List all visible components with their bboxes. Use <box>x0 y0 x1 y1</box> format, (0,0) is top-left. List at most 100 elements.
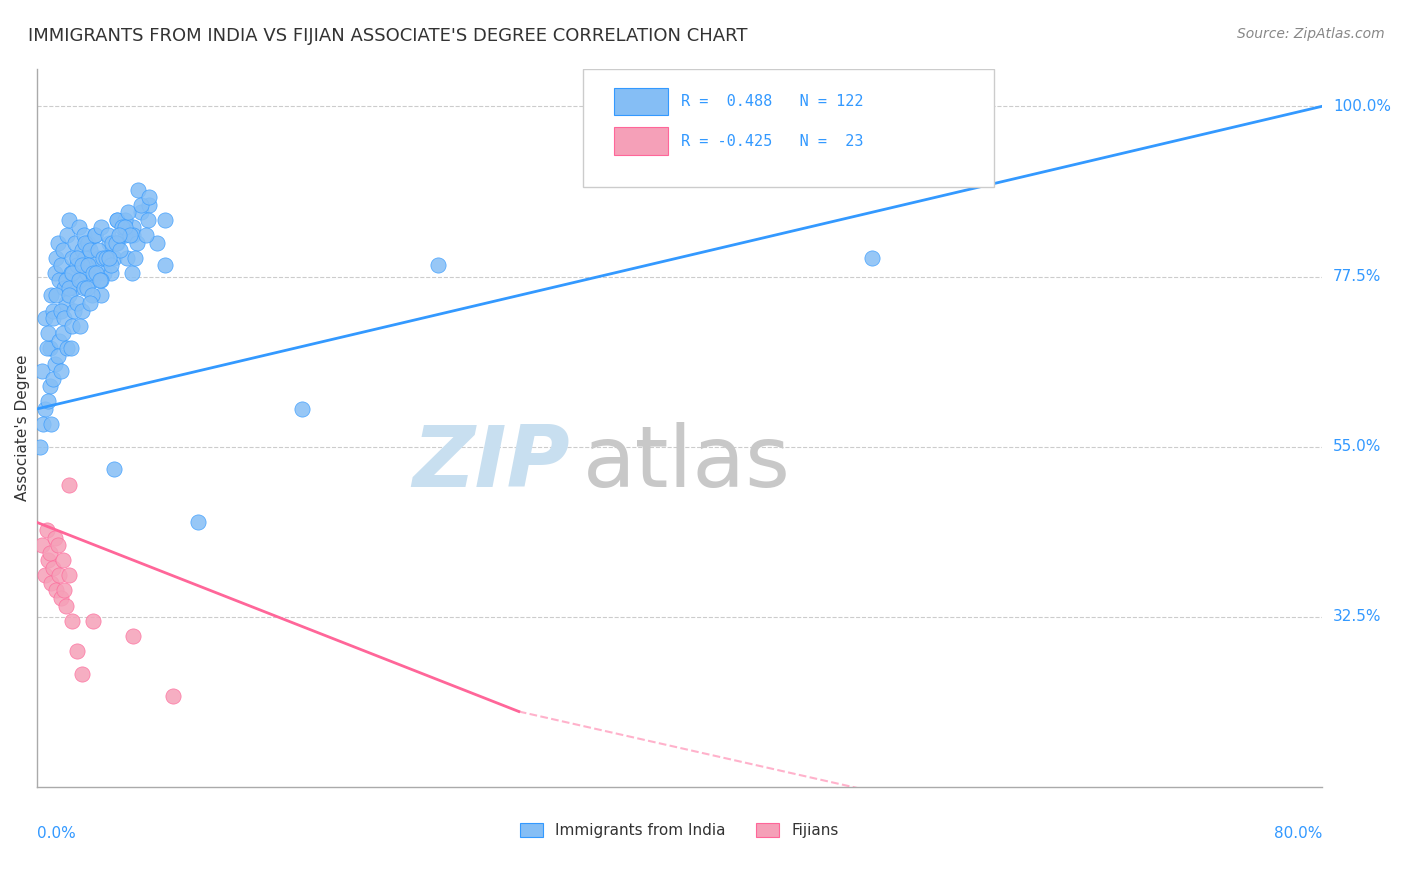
Point <box>31 364 53 378</box>
Point <box>125 235 148 250</box>
Point <box>52 243 75 257</box>
Text: R = -0.425   N =  23: R = -0.425 N = 23 <box>681 134 863 149</box>
Point <box>70 258 93 272</box>
Point <box>114 227 136 242</box>
Point <box>34 311 56 326</box>
Point <box>94 251 117 265</box>
Point <box>48 568 70 582</box>
Point <box>86 266 108 280</box>
Bar <box>614 88 668 115</box>
Point <box>108 227 131 242</box>
Point <box>122 629 145 643</box>
Point <box>77 258 100 272</box>
Point <box>69 318 91 333</box>
Point <box>91 251 114 265</box>
Point <box>72 227 94 242</box>
Point <box>120 227 142 242</box>
Point <box>131 205 153 219</box>
Point <box>110 243 132 257</box>
Point <box>63 303 86 318</box>
Point <box>103 251 125 265</box>
Point <box>69 273 91 287</box>
Point <box>48 273 70 287</box>
Point <box>35 523 58 537</box>
FancyBboxPatch shape <box>583 69 994 187</box>
Point <box>49 258 72 272</box>
Point <box>90 273 112 287</box>
Point <box>53 583 76 598</box>
Point <box>45 251 67 265</box>
Point <box>44 531 66 545</box>
Point <box>83 227 105 242</box>
Point <box>90 288 112 302</box>
Point <box>49 303 72 318</box>
Point <box>860 251 883 265</box>
Point <box>155 212 177 227</box>
Point <box>66 258 89 272</box>
Point <box>122 227 145 242</box>
Point <box>72 281 94 295</box>
Text: 32.5%: 32.5% <box>1333 609 1382 624</box>
Point <box>41 288 63 302</box>
Point <box>82 614 104 628</box>
Point <box>37 553 59 567</box>
Point <box>114 212 136 227</box>
Text: 0.0%: 0.0% <box>37 826 76 841</box>
Point <box>35 342 58 356</box>
Point <box>90 220 112 235</box>
Point <box>94 251 117 265</box>
Point <box>38 379 60 393</box>
Point <box>127 183 149 197</box>
Text: 100.0%: 100.0% <box>1333 99 1391 114</box>
Point <box>63 281 86 295</box>
Point <box>44 357 66 371</box>
Point <box>162 690 184 704</box>
Text: 55.0%: 55.0% <box>1333 439 1381 454</box>
Point <box>80 288 103 302</box>
Point <box>49 591 72 605</box>
Point <box>58 568 80 582</box>
Point <box>121 266 143 280</box>
Point <box>87 251 110 265</box>
Point <box>70 666 93 681</box>
Point <box>117 205 139 219</box>
Point <box>114 220 136 235</box>
Point <box>65 235 87 250</box>
Point <box>97 227 120 242</box>
Point <box>42 311 65 326</box>
Point <box>48 334 70 348</box>
Point <box>46 349 69 363</box>
Text: atlas: atlas <box>583 422 792 505</box>
Point <box>93 266 115 280</box>
Point <box>89 273 111 287</box>
Point <box>98 235 121 250</box>
Bar <box>614 128 668 154</box>
Point <box>146 235 169 250</box>
Point <box>136 212 159 227</box>
Point <box>53 311 76 326</box>
Point <box>79 243 101 257</box>
Point <box>131 197 153 211</box>
Point <box>100 266 122 280</box>
Point <box>55 296 77 310</box>
Point <box>34 568 56 582</box>
Point <box>82 273 104 287</box>
Point <box>41 575 63 590</box>
Point <box>58 477 80 491</box>
Point <box>187 516 209 530</box>
Point <box>45 583 67 598</box>
Point <box>60 614 83 628</box>
Point <box>105 235 128 250</box>
Point <box>98 251 121 265</box>
Point <box>44 266 66 280</box>
Point <box>66 644 89 658</box>
Point <box>55 599 77 613</box>
Text: 80.0%: 80.0% <box>1274 826 1322 841</box>
Point <box>60 266 83 280</box>
Point <box>37 326 59 341</box>
Point <box>75 235 97 250</box>
Point <box>59 342 82 356</box>
Point <box>124 251 146 265</box>
Point <box>56 227 79 242</box>
Point <box>82 266 104 280</box>
